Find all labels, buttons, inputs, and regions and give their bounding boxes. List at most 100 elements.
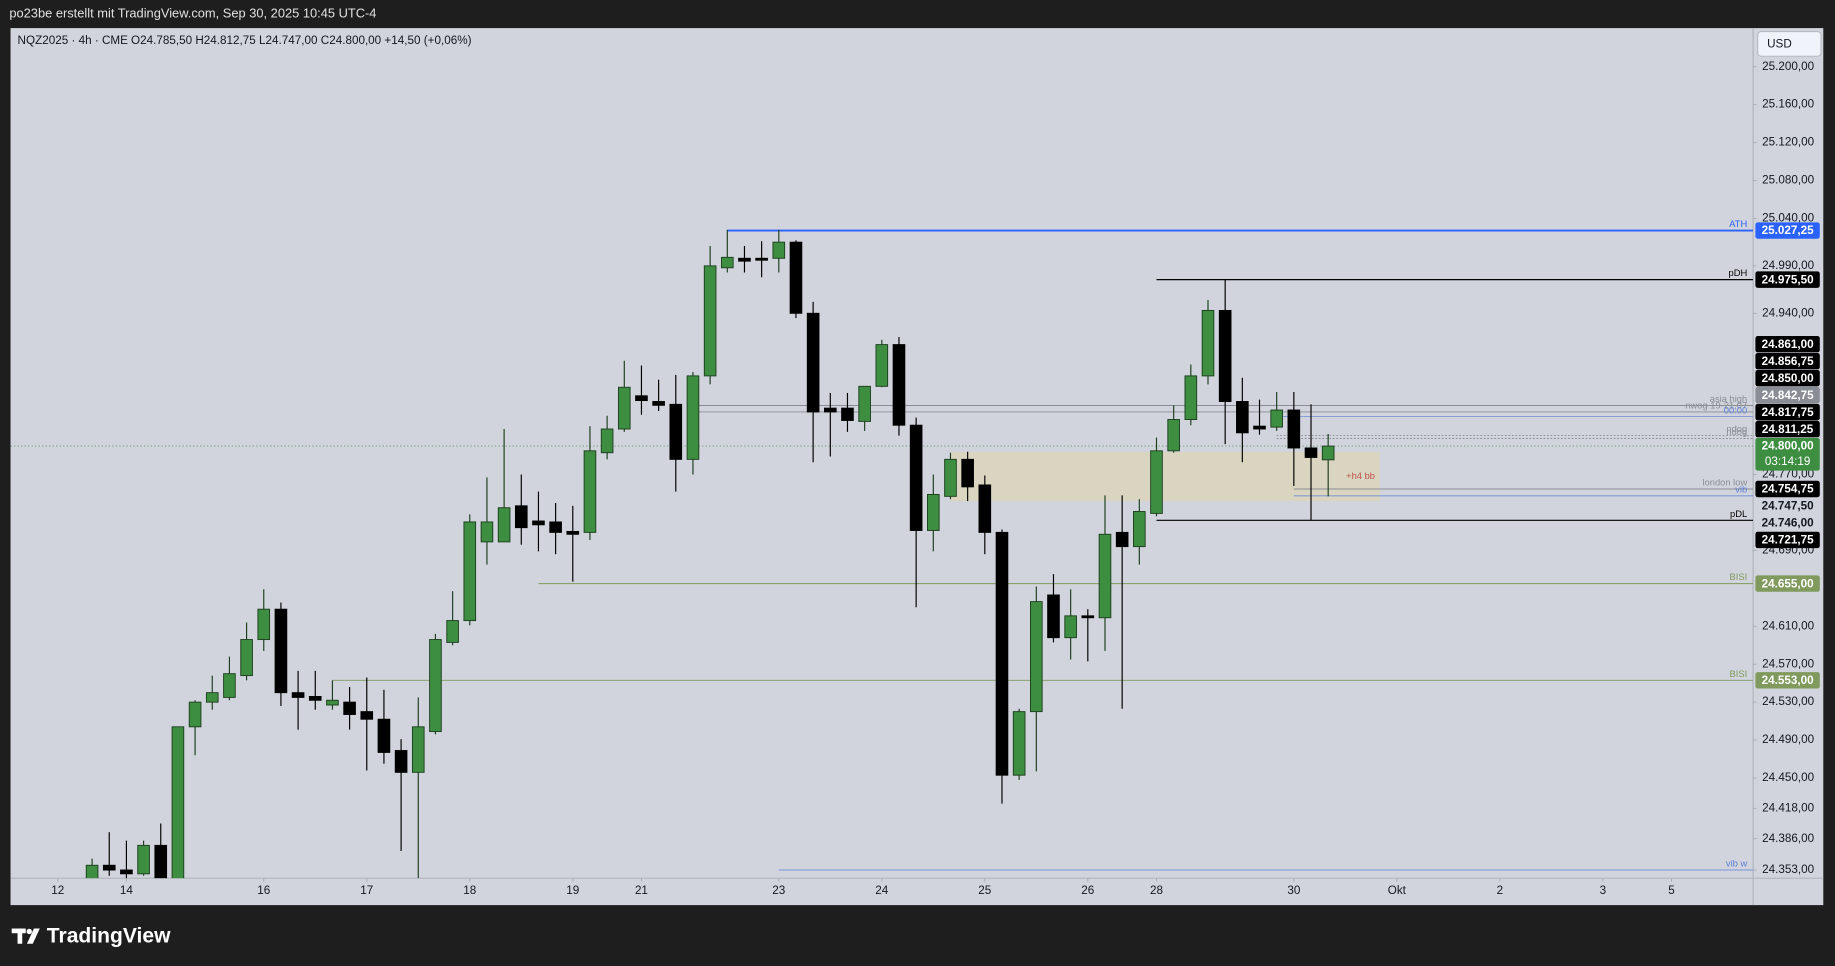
y-tick-label: 24.418,00 (1762, 801, 1814, 814)
candle-body (1184, 375, 1198, 420)
price-tag-label: 24.746,00 (1762, 517, 1814, 530)
candle-body (995, 531, 1009, 776)
x-tick-label: 26 (1081, 884, 1094, 897)
y-tick-label: 25.160,00 (1762, 98, 1814, 111)
axes: 25.200,00 25.160,00 25.120,00 25.080,00 25.0… (51, 60, 1820, 897)
y-tick-label: 25.120,00 (1762, 136, 1814, 149)
candle-body (291, 692, 305, 698)
candle-body (720, 256, 734, 269)
legend-ohlc: O24.785,50 H24.812,75 L24.747,00 C24.800… (131, 34, 472, 47)
price-tag (1755, 672, 1820, 689)
candle-body (257, 608, 271, 641)
candle-body (1098, 533, 1112, 619)
candle-body (223, 673, 236, 698)
y-tick-label: 24.386,00 (1762, 832, 1814, 845)
candle-body (961, 458, 974, 488)
candle-body (497, 507, 511, 543)
candle-body (514, 505, 528, 529)
y-tick-label: 24.940,00 (1762, 306, 1814, 319)
candle-body (1270, 409, 1283, 428)
x-tick-label: 12 (51, 884, 64, 897)
level-label: BISI (1730, 669, 1748, 679)
level-label: vib w (1726, 859, 1748, 869)
candle-body (600, 428, 614, 454)
currency-box[interactable] (1757, 31, 1822, 57)
candle-body (1064, 615, 1077, 639)
x-tick-label: 16 (257, 884, 270, 897)
candle-body (909, 424, 923, 531)
price-tag (1755, 271, 1820, 288)
candle-body (978, 484, 992, 533)
y-tick-label: 25.040,00 (1762, 212, 1814, 225)
candle-body (875, 344, 889, 387)
candle-body (789, 241, 803, 314)
x-tick-label: 24 (875, 884, 888, 897)
price-tag (1755, 369, 1820, 387)
candle-body (1236, 401, 1249, 434)
candle-body (1030, 601, 1043, 713)
price-tag-label: 24.553,00 (1762, 674, 1814, 687)
candle-body (394, 750, 408, 773)
candle-body (772, 241, 786, 259)
candle-body (617, 386, 631, 430)
price-tag (1755, 480, 1820, 498)
candle-body (308, 695, 322, 701)
candle-body (1047, 594, 1060, 639)
candle-body (102, 864, 116, 871)
zone-box (950, 451, 1380, 502)
candle-body (137, 844, 150, 875)
candle-body (480, 521, 494, 543)
candle-body (411, 726, 425, 773)
x-tick-label: 18 (463, 884, 476, 897)
y-tick-label: 24.450,00 (1762, 771, 1814, 784)
candle-body (858, 385, 871, 422)
candle-body (1167, 419, 1180, 452)
candle-body (1321, 445, 1335, 461)
candle-body (686, 375, 700, 460)
x-tick-label: 28 (1150, 884, 1163, 897)
x-tick-label: 25 (978, 884, 991, 897)
x-tick-label: 14 (120, 884, 133, 897)
price-tag (1755, 386, 1820, 404)
price-tag (1755, 336, 1820, 353)
candle-body (703, 265, 717, 377)
candle-body (1150, 450, 1163, 514)
candle-body (823, 407, 837, 413)
x-tick-label: 17 (360, 884, 373, 897)
price-tag (1755, 352, 1820, 370)
price-tag-label: 24.811,25 (1762, 423, 1814, 436)
price-tag (1755, 403, 1820, 421)
currency-label: USD (1767, 38, 1792, 51)
level-label: BISI (1730, 572, 1748, 582)
level-label: london low (1702, 478, 1747, 488)
level-label: vib (1735, 484, 1747, 494)
price-tag-label: 24.747,50 (1762, 500, 1814, 513)
candle-body (755, 257, 768, 261)
y-tick-label: 25.200,00 (1762, 60, 1814, 73)
price-tag-label: 24.861,00 (1762, 338, 1814, 351)
candle-body (85, 864, 99, 879)
candle-body (429, 639, 442, 733)
price-tag (1755, 575, 1820, 592)
price-tag-label: 24.754,75 (1762, 483, 1814, 496)
level-label: ndog (1726, 424, 1747, 434)
y-tick-label: 25.080,00 (1762, 174, 1814, 187)
candle-body (927, 493, 940, 531)
price-tag (1755, 497, 1820, 515)
price-tag-label: 24.850,00 (1762, 372, 1814, 385)
y-tick-label: 24.770,00 (1762, 468, 1814, 481)
candle-body (240, 639, 253, 677)
logo-part (17, 928, 23, 944)
logo-icon (11, 928, 40, 944)
candle-body (188, 701, 202, 728)
price-tag-label: 24.842,75 (1762, 389, 1814, 402)
candle-body (1304, 447, 1318, 458)
candle-body (120, 869, 133, 875)
candle-body (1012, 711, 1026, 776)
candle-body (446, 620, 459, 643)
candle-body (892, 344, 906, 426)
level-label: pDL (1730, 509, 1747, 519)
candle-body (841, 407, 854, 421)
candle-body (566, 530, 580, 535)
